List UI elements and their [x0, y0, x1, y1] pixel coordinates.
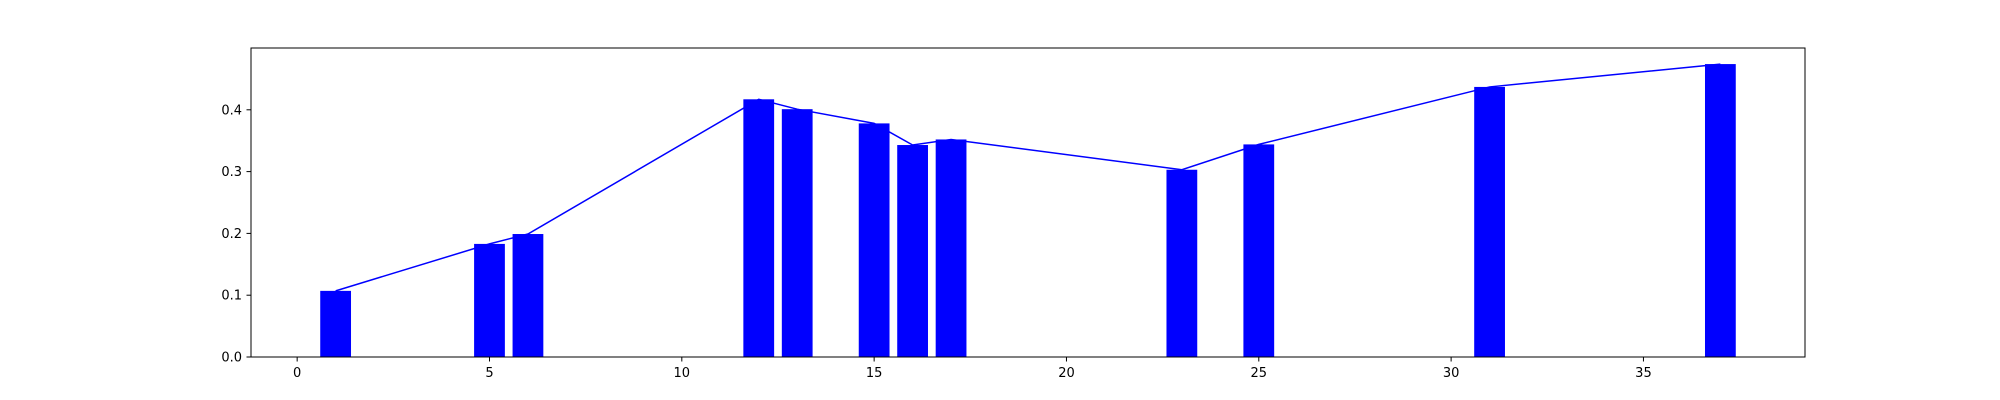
bar: [781, 109, 813, 357]
line-series-group: [335, 63, 1721, 292]
bar: [1704, 64, 1736, 358]
bar: [1243, 144, 1275, 357]
bar: [858, 123, 890, 357]
plot-frame: [250, 47, 1806, 358]
bar: [474, 243, 505, 357]
y-tick-label: 0.1: [221, 289, 242, 304]
y-tick-label: 0.3: [221, 165, 242, 180]
bar: [897, 145, 928, 357]
bar: [935, 139, 967, 357]
x-tick-label: 25: [1251, 366, 1268, 381]
y-tick-label: 0.0: [221, 351, 242, 366]
bar: [743, 99, 775, 357]
bar: [1474, 86, 1505, 358]
x-tick-label: 5: [485, 366, 493, 381]
y-tick-label: 0.2: [221, 227, 242, 242]
bar: [1166, 169, 1198, 357]
x-tick-label: 30: [1443, 366, 1460, 381]
x-tick-label: 15: [866, 366, 883, 381]
y-tick-label: 0.4: [221, 103, 242, 118]
axes-group: 0 5 10 15 20 25 30 35 0.0 0.1 0.2 0.3 0.4: [221, 103, 1651, 381]
bar: [320, 290, 352, 357]
x-tick-label: 0: [293, 366, 301, 381]
bars-group: [320, 64, 1736, 358]
x-tick-label: 20: [1058, 366, 1075, 381]
bar: [512, 234, 544, 357]
x-tick-label: 35: [1635, 366, 1652, 381]
x-tick-label: 10: [674, 366, 691, 381]
line-series: [335, 63, 1721, 292]
